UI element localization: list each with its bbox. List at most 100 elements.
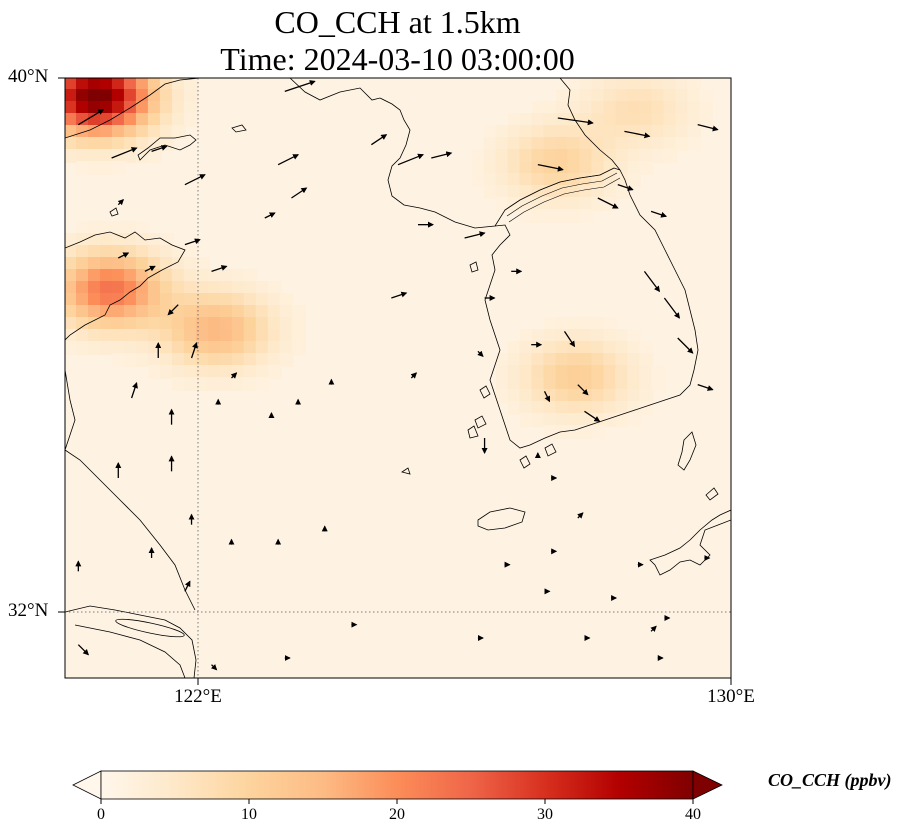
field-cell bbox=[675, 113, 690, 127]
field-cell bbox=[579, 173, 594, 187]
field-cell bbox=[615, 365, 630, 379]
wind-arrow bbox=[184, 580, 191, 592]
field-cell bbox=[579, 317, 594, 331]
field-cell bbox=[231, 377, 246, 391]
field-cell bbox=[507, 125, 522, 139]
wind-arrow bbox=[563, 330, 576, 348]
field-cell bbox=[555, 149, 570, 163]
field-cell bbox=[183, 377, 198, 391]
field-cell bbox=[579, 89, 594, 103]
field-cell bbox=[591, 89, 606, 103]
field-cell bbox=[615, 341, 630, 355]
field-cell bbox=[519, 185, 534, 199]
field-cell bbox=[99, 149, 114, 163]
field-cell bbox=[243, 341, 258, 355]
field-cell bbox=[111, 101, 126, 115]
field-cell bbox=[531, 413, 546, 427]
field-cell bbox=[639, 78, 654, 91]
field-cell bbox=[111, 149, 126, 163]
field-cell bbox=[567, 317, 582, 331]
field-cell bbox=[65, 89, 78, 103]
field-cell bbox=[591, 113, 606, 127]
field-cell bbox=[87, 137, 102, 151]
field-cell bbox=[543, 413, 558, 427]
field-cell bbox=[75, 89, 90, 103]
field-cell bbox=[507, 173, 522, 187]
field-cell bbox=[555, 113, 570, 127]
field-cell bbox=[75, 113, 90, 127]
field-cell bbox=[543, 113, 558, 127]
field-cell bbox=[99, 221, 114, 235]
field-cell bbox=[99, 257, 114, 271]
field-cell bbox=[123, 125, 138, 139]
field-cell bbox=[579, 341, 594, 355]
field-cell bbox=[87, 125, 102, 139]
field-cell bbox=[519, 353, 534, 367]
field-cell bbox=[639, 365, 654, 379]
field-cell bbox=[147, 317, 162, 331]
field-cell bbox=[471, 161, 486, 175]
field-cell bbox=[507, 353, 522, 367]
field-cell bbox=[519, 401, 534, 415]
field-cell bbox=[555, 173, 570, 187]
field-cell bbox=[483, 149, 498, 163]
field-cell bbox=[255, 341, 270, 355]
field-cell bbox=[519, 365, 534, 379]
field-cell bbox=[663, 113, 678, 127]
field-cell bbox=[543, 353, 558, 367]
field-cell bbox=[579, 353, 594, 367]
wind-arrow bbox=[230, 372, 238, 379]
field-cell bbox=[75, 161, 90, 175]
field-cell bbox=[495, 353, 510, 367]
field-cell bbox=[651, 125, 666, 139]
field-cell bbox=[279, 329, 294, 343]
field-cell bbox=[495, 149, 510, 163]
field-cell bbox=[171, 269, 186, 283]
field-cell bbox=[99, 317, 114, 331]
colorbar-extend-max bbox=[692, 770, 723, 800]
wind-arrow bbox=[543, 391, 551, 403]
lon-label-122e: 122°E bbox=[174, 686, 222, 707]
field-cell bbox=[567, 78, 582, 91]
field-cell bbox=[519, 413, 534, 427]
field-cell bbox=[147, 281, 162, 295]
wind-arrow bbox=[167, 304, 179, 316]
field-cell bbox=[567, 125, 582, 139]
field-cell bbox=[603, 137, 618, 151]
field-cell bbox=[171, 101, 186, 115]
field-cell bbox=[267, 293, 282, 307]
colorbar-label: CO_CCH (ppbv) bbox=[768, 770, 892, 790]
field-cell bbox=[195, 329, 210, 343]
field-cell bbox=[591, 401, 606, 415]
field-cell bbox=[615, 353, 630, 367]
field-cell bbox=[507, 341, 522, 355]
field-cell bbox=[495, 389, 510, 403]
field-cell bbox=[135, 78, 150, 91]
field-cell bbox=[543, 137, 558, 151]
field-cell bbox=[531, 365, 546, 379]
field-cell bbox=[603, 401, 618, 415]
field-cell bbox=[111, 257, 126, 271]
wind-arrow bbox=[211, 265, 228, 272]
field-cell bbox=[111, 161, 126, 175]
field-cell bbox=[603, 377, 618, 391]
wind-arrow bbox=[284, 80, 316, 92]
field-cell bbox=[699, 113, 714, 127]
field-cell bbox=[567, 209, 582, 223]
field-cell bbox=[615, 125, 630, 139]
field-cell bbox=[99, 113, 114, 127]
field-cell bbox=[483, 137, 498, 151]
field-cell bbox=[171, 113, 186, 127]
field-cell bbox=[591, 137, 606, 151]
field-cell bbox=[111, 281, 126, 295]
field-cell bbox=[627, 137, 642, 151]
field-cell bbox=[519, 149, 534, 163]
field-cell bbox=[243, 269, 258, 283]
island-tsushima bbox=[677, 431, 697, 471]
field-cell bbox=[639, 341, 654, 355]
field-cell bbox=[627, 161, 642, 175]
field-cell bbox=[159, 245, 174, 259]
field-cell bbox=[65, 125, 78, 139]
field-cell bbox=[651, 137, 666, 151]
field-cell bbox=[267, 305, 282, 319]
